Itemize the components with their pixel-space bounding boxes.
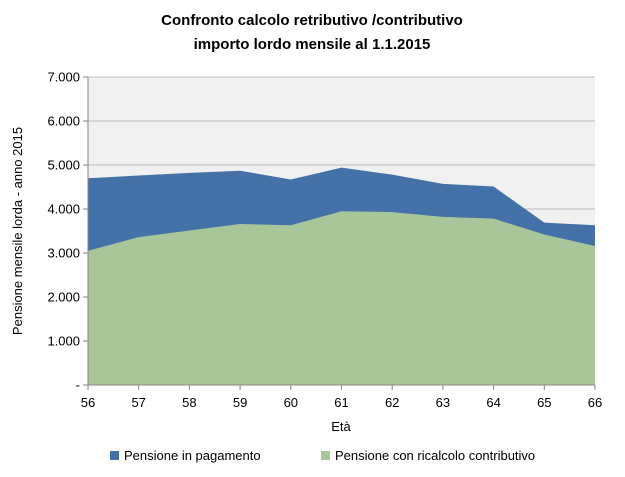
y-tick-label-5: 5.000 xyxy=(47,158,80,173)
y-tick-label-0: - xyxy=(76,378,80,393)
area-series-1 xyxy=(88,211,595,385)
y-tick-label-4: 4.000 xyxy=(47,202,80,217)
legend-swatch-pensione-con-ricalcolo xyxy=(321,451,330,460)
x-axis-label: Età xyxy=(331,419,351,434)
y-axis-ticks: - 1.000 2.000 3.000 4.000 5.000 6.000 7.000 xyxy=(47,70,88,393)
legend-label-pensione-in-pagamento: Pensione in pagamento xyxy=(124,448,261,463)
y-tick-label-3: 3.000 xyxy=(47,246,80,261)
y-tick-label-6: 6.000 xyxy=(47,114,80,129)
legend-swatch-pensione-in-pagamento xyxy=(110,451,119,460)
x-tick-label-3: 59 xyxy=(233,395,247,410)
y-tick-label-1: 1.000 xyxy=(47,334,80,349)
x-tick-label-6: 62 xyxy=(385,395,399,410)
legend-label-pensione-con-ricalcolo: Pensione con ricalcolo contributivo xyxy=(335,448,535,463)
chart-title-line-2: importo lordo mensile al 1.1.2015 xyxy=(194,36,431,53)
y-tick-label-7: 7.000 xyxy=(47,70,80,85)
x-tick-label-0: 56 xyxy=(81,395,95,410)
x-tick-label-1: 57 xyxy=(131,395,145,410)
y-tick-label-2: 2.000 xyxy=(47,290,80,305)
x-tick-label-9: 65 xyxy=(537,395,551,410)
chart-title-line-1: Confronto calcolo retributivo /contribut… xyxy=(161,12,463,29)
x-tick-label-5: 61 xyxy=(334,395,348,410)
x-tick-label-4: 60 xyxy=(284,395,298,410)
x-axis-ticks: 56 57 58 59 60 61 62 63 64 65 66 xyxy=(81,385,602,410)
x-tick-label-7: 63 xyxy=(436,395,450,410)
x-tick-label-8: 64 xyxy=(486,395,500,410)
x-tick-label-2: 58 xyxy=(182,395,196,410)
area-series xyxy=(88,167,595,385)
y-axis-label: Pensione mensile lorda - anno 2015 xyxy=(10,127,25,335)
legend: Pensione in pagamento Pensione con rical… xyxy=(110,448,535,463)
x-tick-label-10: 66 xyxy=(588,395,602,410)
